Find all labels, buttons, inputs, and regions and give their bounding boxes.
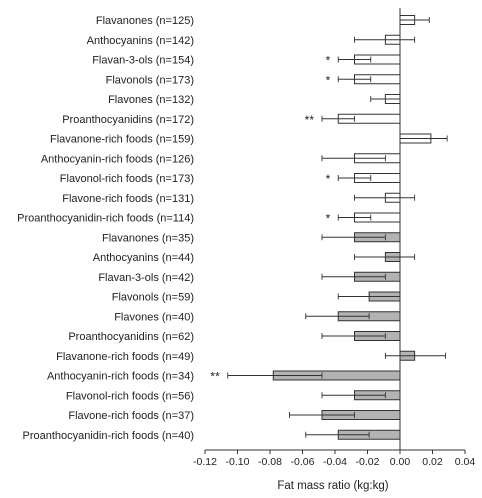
chart-row: Flavone-rich foods (n=131) (62, 192, 416, 205)
category-label: Proanthocyanidin-rich foods (n=40) (22, 430, 194, 442)
chart-row: Proanthocyanidins (n=62) (68, 331, 401, 343)
category-label: Proanthocyanidins (n=172) (62, 114, 194, 126)
category-label: Anthocyanins (n=44) (93, 252, 194, 264)
chart-row: Flavanone-rich foods (n=159) (50, 133, 448, 146)
chart-row: Flavonols (n=173) * (106, 73, 401, 87)
category-label: Flavonol-rich foods (n=173) (60, 173, 194, 185)
category-label: Flavone-rich foods (n=131) (62, 193, 194, 205)
category-label: Flavanones (n=35) (102, 232, 194, 244)
x-tick-label: -0.08 (258, 456, 282, 468)
category-label: Flavone-rich foods (n=37) (68, 410, 194, 422)
category-label: Flavanone-rich foods (n=159) (50, 134, 194, 146)
category-label: Flavones (n=132) (108, 94, 194, 106)
x-tick-label: 0.04 (455, 456, 476, 468)
category-label: Flavonols (n=59) (112, 292, 194, 304)
significance-marker: ** (305, 113, 315, 127)
chart-row: Flavone-rich foods (n=37) (68, 410, 401, 422)
chart-row: Proanthocyanidin-rich foods (n=114) * (17, 212, 401, 226)
chart-row: Flavanones (n=35) (102, 232, 401, 244)
chart-row: Flavan-3-ols (n=154) * (92, 54, 401, 68)
chart-row: Flavonol-rich foods (n=173) * (60, 172, 401, 186)
significance-marker: * (326, 172, 331, 186)
x-tick-label: -0.02 (356, 456, 380, 468)
chart-row: Flavones (n=132) (108, 94, 401, 106)
category-label: Flavones (n=40) (114, 311, 194, 323)
chart-row: Flavonols (n=59) (112, 291, 401, 304)
axis-layer: -0.12 -0.10 -0.08 -0.06 -0.04 -0.02 0.00 0.02 0.… (193, 8, 475, 468)
significance-marker: * (326, 73, 331, 87)
chart-row: Flavan-3-ols (n=42) (98, 271, 401, 284)
chart-row: Anthocyanin-rich foods (n=34) ** (47, 370, 401, 384)
significance-marker: * (326, 212, 331, 226)
significance-marker: * (326, 54, 331, 68)
chart-row: Anthocyanins (n=142) (87, 34, 416, 47)
chart-row: Anthocyanin-rich foods (n=126) (41, 153, 401, 165)
significance-marker: ** (210, 370, 220, 384)
x-tick-label: -0.04 (323, 456, 347, 468)
x-axis-label: Fat mass ratio (kg:kg) (277, 480, 388, 492)
chart-row: Proanthocyanidin-rich foods (n=40) (22, 429, 401, 442)
x-tick-label: -0.10 (226, 456, 250, 468)
category-label: Flavanones (n=125) (96, 15, 194, 27)
rows-layer: Flavanones (n=125) Anthocyanins (n=142) Fl… (17, 15, 448, 442)
category-label: Anthocyanins (n=142) (87, 35, 194, 47)
category-label: Proanthocyanidin-rich foods (n=114) (17, 213, 194, 225)
category-label: Flavonols (n=173) (106, 74, 194, 86)
x-tick-label: -0.12 (193, 456, 217, 468)
category-label: Flavan-3-ols (n=154) (92, 55, 194, 67)
category-label: Anthocyanin-rich foods (n=34) (47, 371, 194, 383)
chart-row: Flavones (n=40) (114, 311, 401, 323)
chart-row: Flavanone-rich foods (n=49) (56, 350, 446, 363)
category-label: Flavonol-rich foods (n=56) (66, 390, 194, 402)
x-tick-label: 0.00 (390, 456, 411, 468)
chart-row: Proanthocyanidins (n=172) ** (62, 113, 401, 127)
x-tick-label: -0.06 (291, 456, 315, 468)
chart-row: Flavanones (n=125) (96, 15, 430, 27)
chart-row: Anthocyanins (n=44) (93, 252, 416, 264)
category-label: Anthocyanin-rich foods (n=126) (41, 153, 194, 165)
x-tick-label: 0.02 (422, 456, 443, 468)
category-label: Flavan-3-ols (n=42) (98, 272, 194, 284)
category-label: Proanthocyanidins (n=62) (68, 331, 194, 343)
chart-row: Flavonol-rich foods (n=56) (66, 390, 401, 402)
category-label: Flavanone-rich foods (n=49) (56, 351, 194, 363)
